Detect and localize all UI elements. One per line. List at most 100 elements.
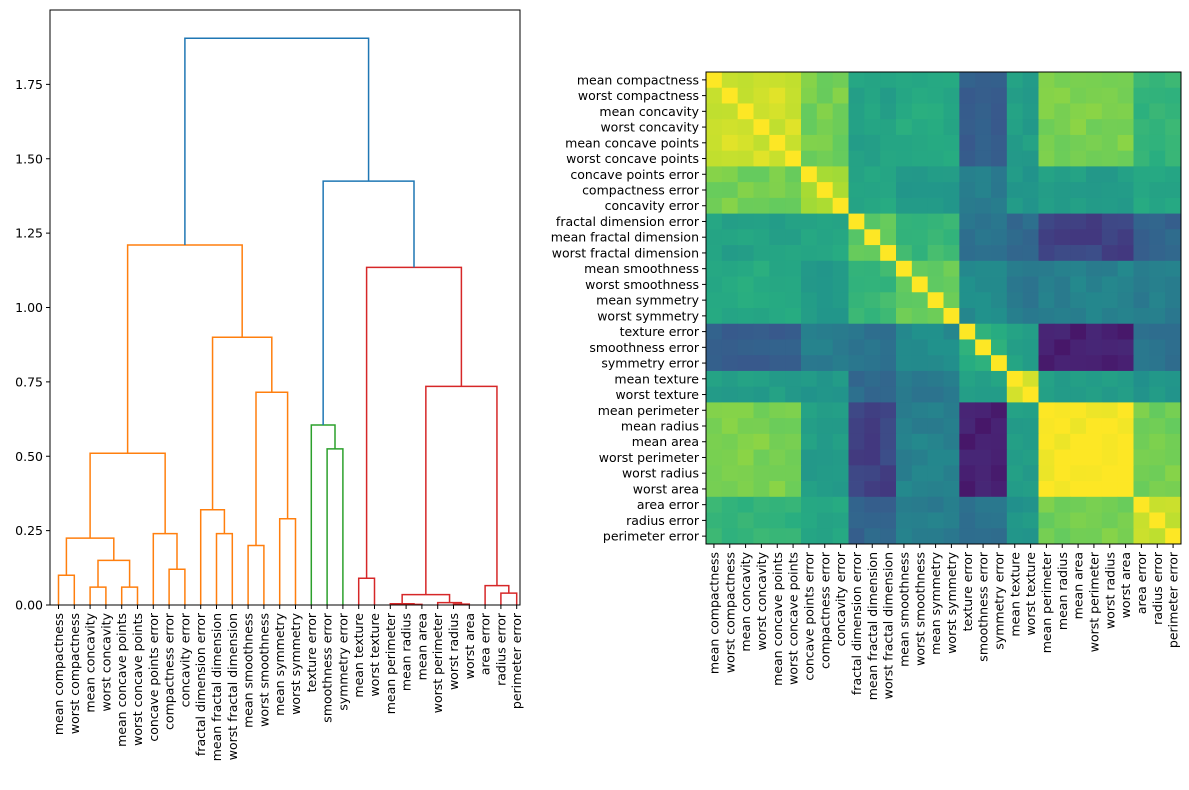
heatmap-cell [1133,418,1150,435]
heatmap-cell [832,213,849,230]
heatmap-cell [959,260,976,277]
heatmap-cell [832,323,849,340]
heatmap-cell [1117,370,1134,388]
heatmap-x-axis: mean compactness worst compactness mean co… [706,544,1181,700]
heatmap-cell [896,87,913,104]
heatmap-cell [785,292,802,309]
heatmap-cell [801,496,818,513]
heatmap-cell [1149,150,1166,167]
heatmap-cell [1117,402,1134,419]
heatmap-cell [832,103,849,120]
heatmap-cell [721,197,739,214]
heatmap-cell [769,292,786,309]
heatmap-cell [1165,449,1182,466]
heatmap-cell [1054,276,1071,293]
heatmap-cell [911,449,929,466]
heatmap-cell [1117,213,1134,230]
heatmap-cell [943,339,960,356]
heatmap-cell [1070,323,1087,340]
heatmap-cell [1006,166,1024,183]
heatmap-cell [769,182,786,199]
heatmap-cell [943,402,960,419]
heatmap-cell [896,481,913,498]
heatmap-cell [1038,103,1055,120]
heatmap-cell [721,418,739,435]
heatmap-cell [706,134,723,152]
heatmap-cell [1038,528,1055,545]
heatmap-cell [832,433,849,450]
heatmap-column-label: radius error [1150,551,1165,625]
heatmap-cell [1006,245,1024,262]
heatmap-cell [959,370,976,388]
heatmap-cell [864,308,881,325]
heatmap-cell [753,166,770,183]
heatmap-cell [785,150,802,167]
heatmap-cell [927,449,944,466]
heatmap-cell [1038,87,1055,104]
dendrogram-leaf-label: texture error [304,612,319,692]
dendrogram-link-3 [97,559,131,588]
heatmap-cell [1101,245,1119,262]
heatmap-cell [975,260,992,277]
heatmap-cell [1133,166,1150,183]
heatmap-cell [1149,182,1166,199]
heatmap-cell [1022,229,1039,246]
heatmap-cell [848,402,865,419]
dendrogram-link-28 [184,37,370,246]
heatmap-cell [1054,134,1071,152]
heatmap-cell [943,166,960,183]
heatmap-cell [1086,512,1103,529]
heatmap-cells [706,72,1182,545]
heatmap-cell [864,119,881,136]
heatmap-cell [991,87,1008,104]
heatmap-cell [896,418,913,435]
heatmap-cell [1117,182,1134,199]
heatmap-cell [1133,308,1150,325]
heatmap-cell [991,449,1008,466]
dendrogram-links [57,37,518,606]
heatmap-cell [943,229,960,246]
heatmap-column-label: smoothness error [976,551,991,662]
heatmap-cell [785,182,802,199]
heatmap-cell [832,260,849,277]
dendrogram-leaf-label: smoothness error [320,612,335,723]
heatmap-cell [706,370,723,388]
heatmap-cell [1006,386,1024,403]
heatmap-cell [721,370,739,388]
heatmap-cell [1149,355,1166,372]
heatmap-cell [737,134,754,152]
heatmap-cell [975,386,992,403]
heatmap-cell [1165,72,1182,89]
heatmap-cell [1165,213,1182,230]
dendrogram-leaf-label: mean compactness [51,613,66,735]
heatmap-cell [943,213,960,230]
heatmap-cell [753,418,770,435]
heatmap-cell [832,276,849,293]
heatmap-column-label: worst symmetry [944,551,959,653]
dendrogram-leaf-label: mean radius [399,613,414,691]
heatmap-cell [706,339,723,356]
heatmap-cell [785,87,802,104]
heatmap-cell [1022,386,1039,403]
dendrogram-leaf-label: compactness error [162,612,177,730]
dendrogram-link-2 [120,586,139,605]
dendrogram-y-tick-label: 0.25 [15,523,43,538]
heatmap-cell [1149,481,1166,498]
heatmap-cell [721,465,739,482]
heatmap-cell [832,72,849,89]
heatmap-cell [1133,402,1150,419]
heatmap-cell [1006,465,1024,482]
heatmap-cell [1070,229,1087,246]
heatmap-cell [1070,433,1087,450]
heatmap-cell [1133,260,1150,277]
heatmap-cell [959,213,976,230]
heatmap-cell [1006,323,1024,340]
heatmap-cell [848,87,865,104]
heatmap-cell [737,150,754,167]
heatmap-cell [737,418,754,435]
heatmap-cell [1149,418,1166,435]
heatmap-cell [975,339,992,356]
heatmap-cell [943,386,960,403]
dendrogram-y-tick-label: 0.00 [15,598,43,613]
